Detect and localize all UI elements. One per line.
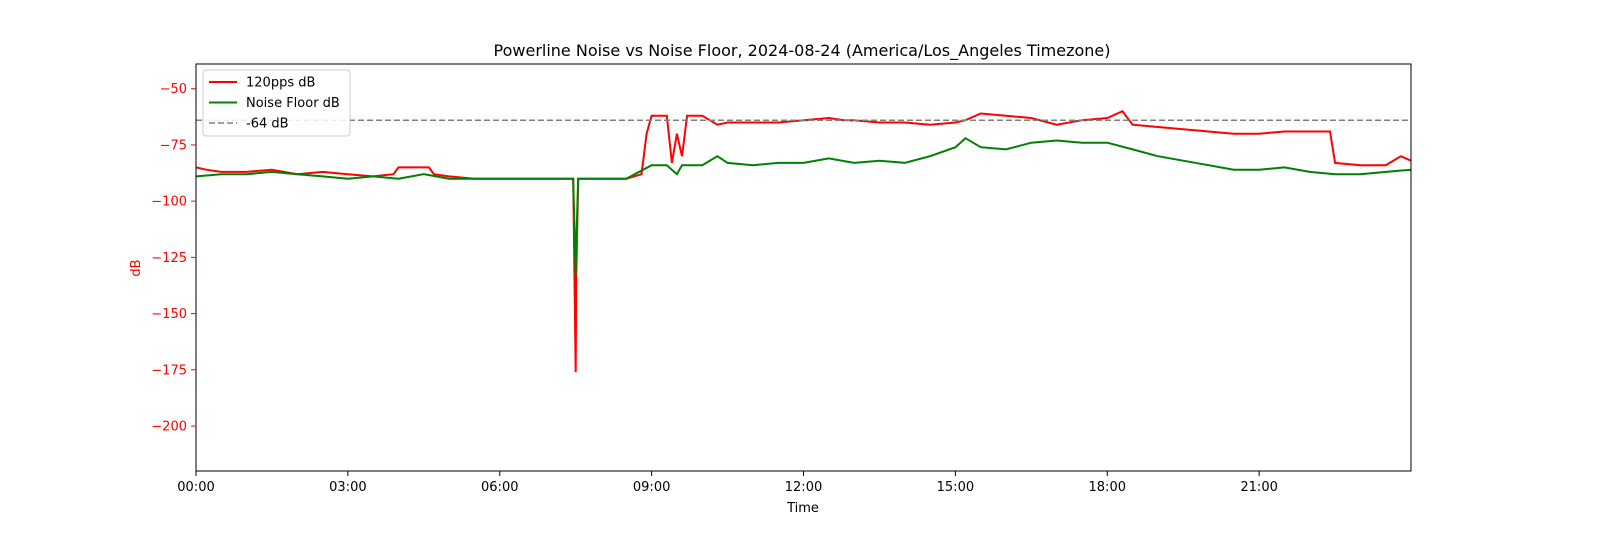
y-tick-label-3: −125 — [151, 251, 187, 266]
x-tick-label-2: 06:00 — [481, 480, 518, 495]
y-tick-label-2: −100 — [151, 195, 187, 210]
legend-label-1: Noise Floor dB — [246, 96, 340, 111]
x-tick-label-7: 21:00 — [1240, 480, 1277, 495]
chart-title: Powerline Noise vs Noise Floor, 2024-08-… — [494, 41, 1111, 61]
x-tick-label-6: 18:00 — [1089, 480, 1126, 495]
x-tick-label-4: 12:00 — [785, 480, 822, 495]
legend-label-2: -64 dB — [246, 117, 289, 132]
y-tick-label-4: −150 — [151, 307, 187, 322]
legend-label-0: 120pps dB — [246, 76, 315, 91]
axes: 00:00 03:00 06:00 09:00 12:00 15:00 18:00 21:00… — [151, 63, 1412, 495]
x-tick-label-0: 00:00 — [177, 480, 214, 495]
x-tick-label-1: 03:00 — [329, 480, 366, 495]
y-tick-label-1: −75 — [160, 138, 187, 153]
y-axis-label: dB — [129, 259, 144, 276]
series-line-0 — [196, 109, 1411, 373]
series-line-1 — [196, 136, 1411, 276]
legend: 120pps dB Noise Floor dB -64 dB — [202, 69, 351, 137]
y-tick-label-0: −50 — [160, 82, 187, 97]
y-tick-label-6: −200 — [151, 420, 187, 435]
x-axis-label: Time — [786, 501, 819, 516]
plot-area — [196, 109, 1411, 373]
legend-frame — [202, 69, 351, 137]
y-tick-label-5: −175 — [151, 363, 187, 378]
plot-frame — [195, 63, 1412, 472]
x-tick-label-5: 15:00 — [937, 480, 974, 495]
x-tick-label-3: 09:00 — [633, 480, 670, 495]
